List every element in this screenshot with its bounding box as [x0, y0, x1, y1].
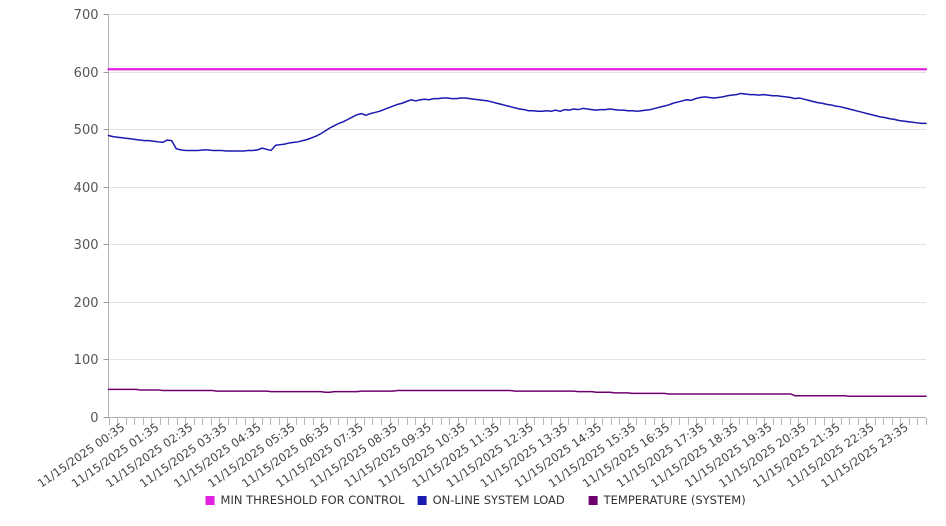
y-axis-tick-label: 600: [74, 66, 99, 81]
y-axis-tick-labels: 0 100 200 300 400 500 600 700: [74, 8, 99, 426]
series-line-1: [107, 92, 927, 152]
series-line-2: [107, 388, 927, 398]
y-axis-ticks: [103, 14, 109, 418]
grid-lines: [108, 14, 926, 360]
y-axis-tick-label: 100: [74, 353, 99, 368]
legend-swatch: [588, 496, 598, 505]
legend-label: MIN THRESHOLD FOR CONTROL: [221, 493, 405, 507]
legend-label: TEMPERATURE (SYSTEM): [603, 493, 746, 507]
y-axis-tick-label: 500: [74, 123, 99, 138]
chart-legend: MIN THRESHOLD FOR CONTROL ON-LINE SYSTEM …: [205, 493, 746, 507]
series-group: [107, 68, 928, 398]
y-axis-tick-label: 200: [74, 296, 99, 311]
x-axis-minor-ticks: [109, 418, 927, 425]
legend-swatch: [417, 496, 427, 505]
y-axis-tick-label: 300: [74, 238, 99, 253]
y-axis-tick-label: 700: [74, 8, 99, 23]
legend-label: ON-LINE SYSTEM LOAD: [433, 493, 565, 507]
y-axis-tick-label: 400: [74, 181, 99, 196]
y-axis-tick-label: 0: [90, 411, 98, 426]
legend-swatch: [205, 496, 215, 505]
